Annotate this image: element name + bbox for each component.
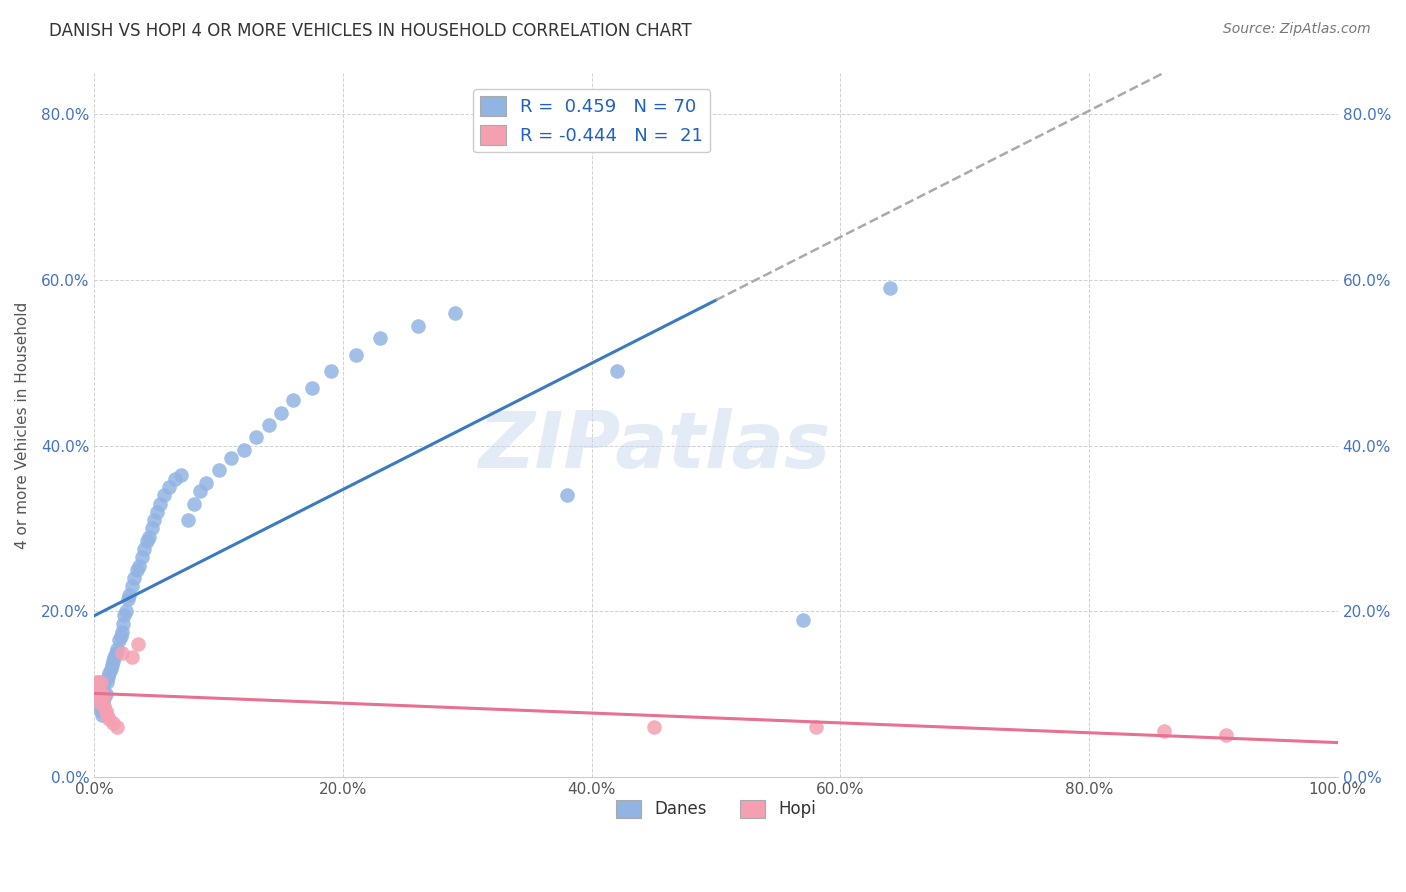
Point [370,331,392,345]
Point [301,381,323,395]
Point [89,674,111,689]
Point [87,679,110,693]
Point [111,624,134,639]
Point [195,475,218,490]
Point [96,674,118,689]
Point [114,604,136,618]
Point [86,695,108,709]
Point [170,467,193,482]
Point [606,364,628,378]
Point [283,393,305,408]
Point [91,695,114,709]
Point [344,347,367,361]
Point [157,480,180,494]
Point [219,451,242,466]
Point [91,682,114,697]
Point [165,472,187,486]
Point [1215,729,1237,743]
Point [643,720,665,734]
Point [125,563,148,577]
Point [792,613,814,627]
Point [804,720,827,734]
Text: Source: ZipAtlas.com: Source: ZipAtlas.com [1223,22,1371,37]
Point [208,463,231,477]
Point [110,629,132,643]
Point [149,497,172,511]
Point [86,679,108,693]
Point [101,716,124,731]
Point [232,442,254,457]
Point [127,637,149,651]
Y-axis label: 4 or more Vehicles in Household: 4 or more Vehicles in Household [15,301,30,549]
Point [90,687,112,701]
Point [406,318,429,333]
Point [103,649,125,664]
Point [93,691,115,706]
Point [145,505,167,519]
Point [444,306,467,320]
Point [98,712,121,726]
Point [188,484,211,499]
Point [105,641,128,656]
Point [270,405,292,419]
Point [141,521,163,535]
Point [128,558,150,573]
Point [1153,724,1175,739]
Point [555,488,578,502]
Point [89,682,111,697]
Point [94,687,117,701]
Point [131,550,153,565]
Point [879,281,901,295]
Point [90,674,112,689]
Point [319,364,342,378]
Point [93,699,115,714]
Point [84,674,107,689]
Point [90,691,112,706]
Point [112,616,135,631]
Point [135,533,157,548]
Legend: Danes, Hopi: Danes, Hopi [609,793,823,825]
Point [91,691,114,706]
Point [257,417,280,432]
Point [111,646,134,660]
Point [122,571,145,585]
Point [90,707,112,722]
Point [245,430,267,444]
Point [117,591,139,606]
Point [105,720,128,734]
Point [138,530,160,544]
Point [87,695,110,709]
Point [108,633,131,648]
Point [100,662,122,676]
Point [112,608,135,623]
Point [93,674,115,689]
Point [96,707,118,722]
Point [143,513,166,527]
Point [90,687,112,701]
Point [89,699,111,714]
Text: DANISH VS HOPI 4 OR MORE VEHICLES IN HOUSEHOLD CORRELATION CHART: DANISH VS HOPI 4 OR MORE VEHICLES IN HOU… [49,22,692,40]
Text: ZIPatlas: ZIPatlas [478,408,830,484]
Point [84,687,107,701]
Point [104,646,127,660]
Point [177,513,200,527]
Point [87,682,110,697]
Point [101,654,124,668]
Point [87,691,110,706]
Point [101,658,124,673]
Point [94,704,117,718]
Point [134,542,156,557]
Point [121,579,143,593]
Point [90,704,112,718]
Point [183,497,205,511]
Point [121,649,143,664]
Point [97,671,120,685]
Point [153,488,176,502]
Point [98,666,121,681]
Point [86,687,108,701]
Point [118,588,141,602]
Point [90,679,112,693]
